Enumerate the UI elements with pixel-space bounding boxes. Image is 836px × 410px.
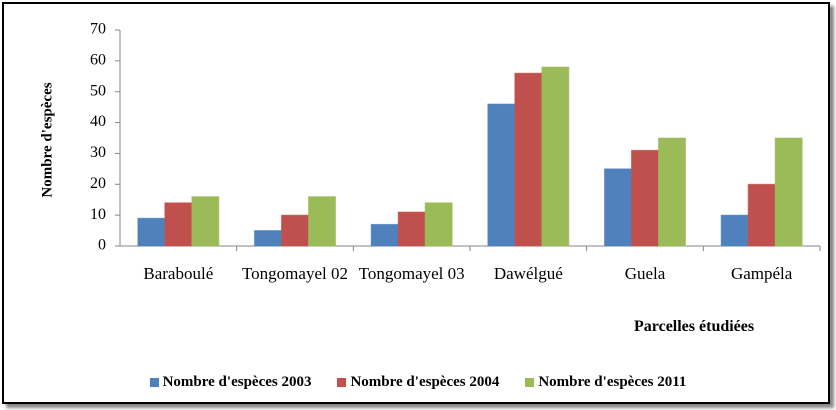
legend-item: Nombre d'espèces 2011 [525,374,686,391]
legend: Nombre d'espèces 2003 Nombre d'espèces 20… [0,374,836,391]
bar [191,196,220,247]
bar [164,202,193,247]
x-tick-label: Baraboulé [143,264,214,283]
y-axis-title: Nombre d'espèces [39,82,56,198]
bar [137,217,166,247]
legend-swatch [525,378,535,387]
legend-item: Nombre d'espèces 2004 [337,374,499,391]
bar [631,149,659,247]
bar [747,183,776,247]
x-axis-title: Parcelles étudiées [634,318,755,335]
y-tick-label: 0 [98,237,106,254]
y-tick-label: 50 [90,82,106,99]
bar [370,223,399,247]
bar [424,202,453,247]
bar [308,196,336,247]
bar [254,230,282,247]
chart-frame [2,2,830,404]
bar [487,103,516,247]
legend-item: Nombre d'espèces 2003 [149,374,312,391]
bar [774,137,803,247]
bar [281,214,309,247]
bar [720,214,749,247]
y-tick-label: 30 [90,144,106,161]
y-tick-label: 20 [90,175,106,192]
bar [541,66,570,247]
legend-label: Nombre d'espèces 2003 [162,374,312,390]
bar [397,211,426,247]
x-tick-label: Tongomayel 03 [358,264,465,283]
bar [658,137,686,247]
x-tick-label: Dawélgué [493,264,563,283]
x-tick-label: Gampéla [730,264,793,283]
y-tick-label: 60 [90,52,106,69]
y-tick-label: 40 [90,113,106,130]
legend-swatch [337,378,347,387]
y-tick-label: 10 [90,206,106,223]
legend-swatch [149,378,159,387]
legend-label: Nombre d'espèces 2011 [538,374,687,390]
bar [604,168,632,247]
legend-label: Nombre d'espèces 2004 [350,374,500,390]
x-tick-label: Guela [624,264,666,283]
y-tick-label: 70 [90,21,106,38]
x-tick-label: Tongomayel 02 [241,264,348,283]
bar [514,72,543,247]
